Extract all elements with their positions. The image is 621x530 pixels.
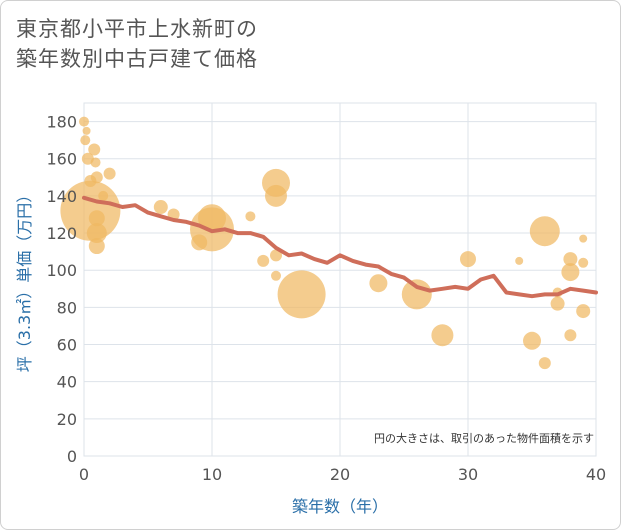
bubble-point [578, 257, 589, 268]
bubble-point [523, 331, 541, 350]
bubble-point [88, 143, 101, 156]
bubble-point [90, 157, 101, 168]
bubble-point [103, 167, 116, 180]
x-tick-label: 0 [79, 465, 89, 484]
bubble-point [277, 270, 326, 319]
y-axis-label: 坪（3.3㎡）単価（万円） [15, 187, 34, 372]
bubble-point [98, 190, 109, 201]
bubble-point [576, 304, 591, 319]
bubble-point [82, 126, 91, 135]
y-tick-label: 80 [57, 298, 77, 317]
bubble-layer [60, 116, 591, 370]
bubble-point [270, 249, 282, 262]
y-tick-label: 20 [57, 410, 77, 429]
bubble-point [265, 184, 287, 207]
bubble-point [153, 200, 168, 215]
y-tick-label: 160 [46, 150, 77, 169]
bubble-point [271, 270, 281, 281]
x-axis-label: 築年数（年） [292, 497, 388, 516]
y-tick-labels: 0 20 40 60 80 100 120 140 160 180 [46, 113, 77, 466]
bubble-point [529, 216, 560, 247]
bubble-point [515, 256, 524, 265]
bubble-point [563, 252, 578, 267]
bubble-point [550, 296, 565, 311]
bubble-point [80, 135, 91, 146]
chart-title: 東京都小平市上水新町の 築年数別中古戸建て価格 [16, 14, 258, 74]
bubble-point [198, 204, 226, 233]
trend-line [82, 195, 598, 299]
x-tick-label: 40 [586, 465, 606, 484]
bubble-point [88, 210, 105, 227]
bubble-point [245, 211, 256, 222]
bubble-point [538, 357, 551, 370]
x-tick-label: 30 [458, 465, 478, 484]
bubble-point [401, 279, 432, 310]
y-tick-label: 120 [46, 224, 77, 243]
bubble-point [431, 324, 454, 347]
bubble-point [257, 254, 270, 267]
x-tick-label: 10 [202, 465, 222, 484]
bubble-point [460, 251, 476, 268]
bubble-point [86, 223, 107, 244]
chart-title-line1: 東京都小平市上水新町の [16, 17, 258, 41]
bubble-point [79, 116, 89, 127]
bubble-point [191, 234, 208, 251]
bubble-point [564, 329, 577, 342]
size-legend-note: 円の大きさは、取引のあった物件面積を示す [374, 431, 594, 445]
grid-lines [83, 102, 597, 457]
y-tick-label: 180 [46, 113, 77, 132]
x-tick-label: 20 [330, 465, 350, 484]
bubble-point [561, 263, 580, 282]
y-tick-label: 0 [67, 447, 77, 466]
bubble-point [369, 274, 388, 293]
y-tick-label: 140 [46, 187, 77, 206]
chart-title-line2: 築年数別中古戸建て価格 [16, 47, 258, 71]
y-tick-label: 40 [57, 373, 77, 392]
y-tick-label: 60 [57, 336, 77, 355]
y-tick-label: 100 [46, 261, 77, 280]
bubble-point [90, 171, 103, 184]
bubble-point [579, 234, 588, 243]
x-tick-labels: 0 10 20 30 40 [79, 465, 606, 484]
bubble-point [88, 238, 105, 255]
